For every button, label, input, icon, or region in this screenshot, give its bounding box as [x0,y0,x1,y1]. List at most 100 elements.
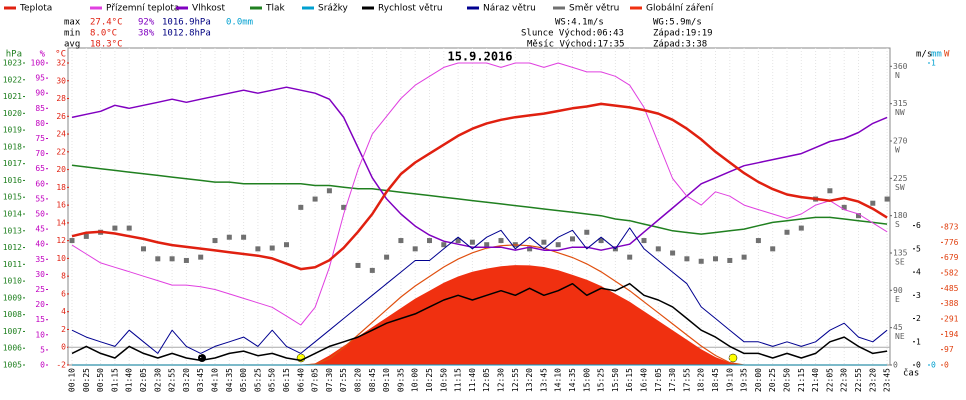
axis-unit-label: hPa [6,50,22,60]
y-tick-label: 1005 [3,361,22,370]
x-tick-label: 09:35 [396,368,405,392]
y-tick-label: 360 [893,62,908,71]
y-tick-label: 8 [61,272,66,281]
y-tick-label: 26 [56,112,66,121]
info-text: Západ:19:19 [653,29,713,39]
wind-direction-point [755,238,761,244]
info-text: Západ:3:38 [653,40,707,50]
x-tick-label: 09:10 [382,368,391,392]
wind-direction-point [126,225,132,231]
x-tick-label: 03:45 [196,368,205,392]
y-tick-label: 0 [61,343,66,352]
y-tick-label: 14 [56,218,66,227]
y-tick-label: 0 [893,361,898,370]
y-tick-label: 1011 [3,260,22,269]
y-tick-label: 1006 [3,344,22,353]
wind-direction-point [784,229,790,235]
wind-direction-point [741,254,747,260]
y-tick-label: 90 [893,286,903,295]
y-tick-label: 95 [35,74,45,83]
x-tick-label: 11:40 [468,368,477,392]
y-tick-label: 100 [31,59,46,68]
y-tick-label: 1015 [3,193,22,202]
y-tick-label: 40 [35,240,45,249]
wind-direction-point [83,233,89,239]
wind-direction-point [498,238,504,244]
x-tick-label: 21:40 [811,368,820,392]
axis-unit-label: W [944,50,950,60]
y-tick-label: 1020 [3,109,22,118]
x-tick-label: 00:50 [96,368,105,392]
wind-direction-point [284,242,289,248]
y-tick-label: 776 [944,238,959,247]
x-tick-label: 22:05 [825,368,834,392]
legend-label: Tlak [265,4,286,14]
wind-direction-point [241,234,247,240]
stat-value: 1012.8hPa [162,29,211,39]
x-tick-label: 07:55 [339,368,348,392]
x-tick-label: 15:50 [611,368,620,392]
series-line [71,102,888,271]
y-tick-label: 35 [35,255,45,264]
info-text: Měsíc Východ:17:35 [527,40,625,50]
x-tick-label: 16:40 [640,368,649,392]
y-tick-label: 485 [944,284,959,293]
radiation-area [72,265,888,365]
series-line [71,164,888,235]
y-tick-label: 291 [944,315,959,324]
wind-direction-point [298,204,304,210]
x-tick-label: 08:45 [368,368,377,392]
axis-unit-label: °C [55,50,66,60]
wind-direction-point [884,196,890,202]
wind-direction-point [355,262,361,268]
y-tick-label: 50 [35,210,45,219]
x-tick-label: 00:10 [68,368,77,392]
series-line [71,227,888,354]
y-tick-label: 3 [916,291,921,300]
wind-direction-point [655,246,661,252]
y-tick-label: 85 [35,104,45,113]
y-tick-label: 0 [944,361,949,370]
y-tick-label: 24 [56,130,66,139]
y-tick-label: 388 [944,299,959,308]
x-tick-label: 14:35 [568,368,577,392]
wind-direction-point [226,234,232,240]
wind-direction-point [670,250,676,256]
wind-direction-point [341,204,347,210]
x-tick-label: 07:30 [325,368,334,392]
y-tick-label: 1008 [3,310,22,319]
y-tick-label: 70 [35,149,45,158]
y-tick-label: 5 [40,345,45,354]
wind-direction-point [255,246,261,252]
y-tick-label: 679 [944,253,959,262]
y-tick-label: 10 [35,330,45,339]
y-tick-name: SW [895,183,905,192]
x-tick-label: 22:30 [840,368,849,392]
x-tick-label: 17:55 [682,368,691,392]
x-tick-label: 01:15 [110,368,119,392]
legend-label: Rychlost větru [378,4,443,14]
x-tick-label: 18:45 [711,368,720,392]
wind-direction-point [183,257,189,263]
x-tick-label: 05:00 [239,368,248,392]
stat-value: 8.0°C [90,29,117,39]
x-tick-label: 06:40 [296,368,305,392]
x-tick-label: 17:05 [654,368,663,392]
x-tick-label: 03:20 [182,368,191,392]
x-tick-label: 15:00 [582,368,591,392]
legend-label: Náraz větru [483,4,536,14]
x-tick-label: 04:35 [225,368,234,392]
x-tick-label: 07:05 [311,368,320,392]
wind-direction-point [484,242,490,248]
stat-value: max [64,18,81,28]
y-tick-label: 270 [893,136,908,145]
y-tick-name: NE [895,332,905,341]
y-tick-label: 28 [56,94,66,103]
y-tick-label: 45 [893,323,903,332]
y-tick-label: 180 [893,211,908,220]
x-tick-label: 12:55 [511,368,520,392]
wind-direction-point [627,254,633,260]
wind-direction-point [584,229,590,235]
y-tick-label: 2 [916,314,921,323]
